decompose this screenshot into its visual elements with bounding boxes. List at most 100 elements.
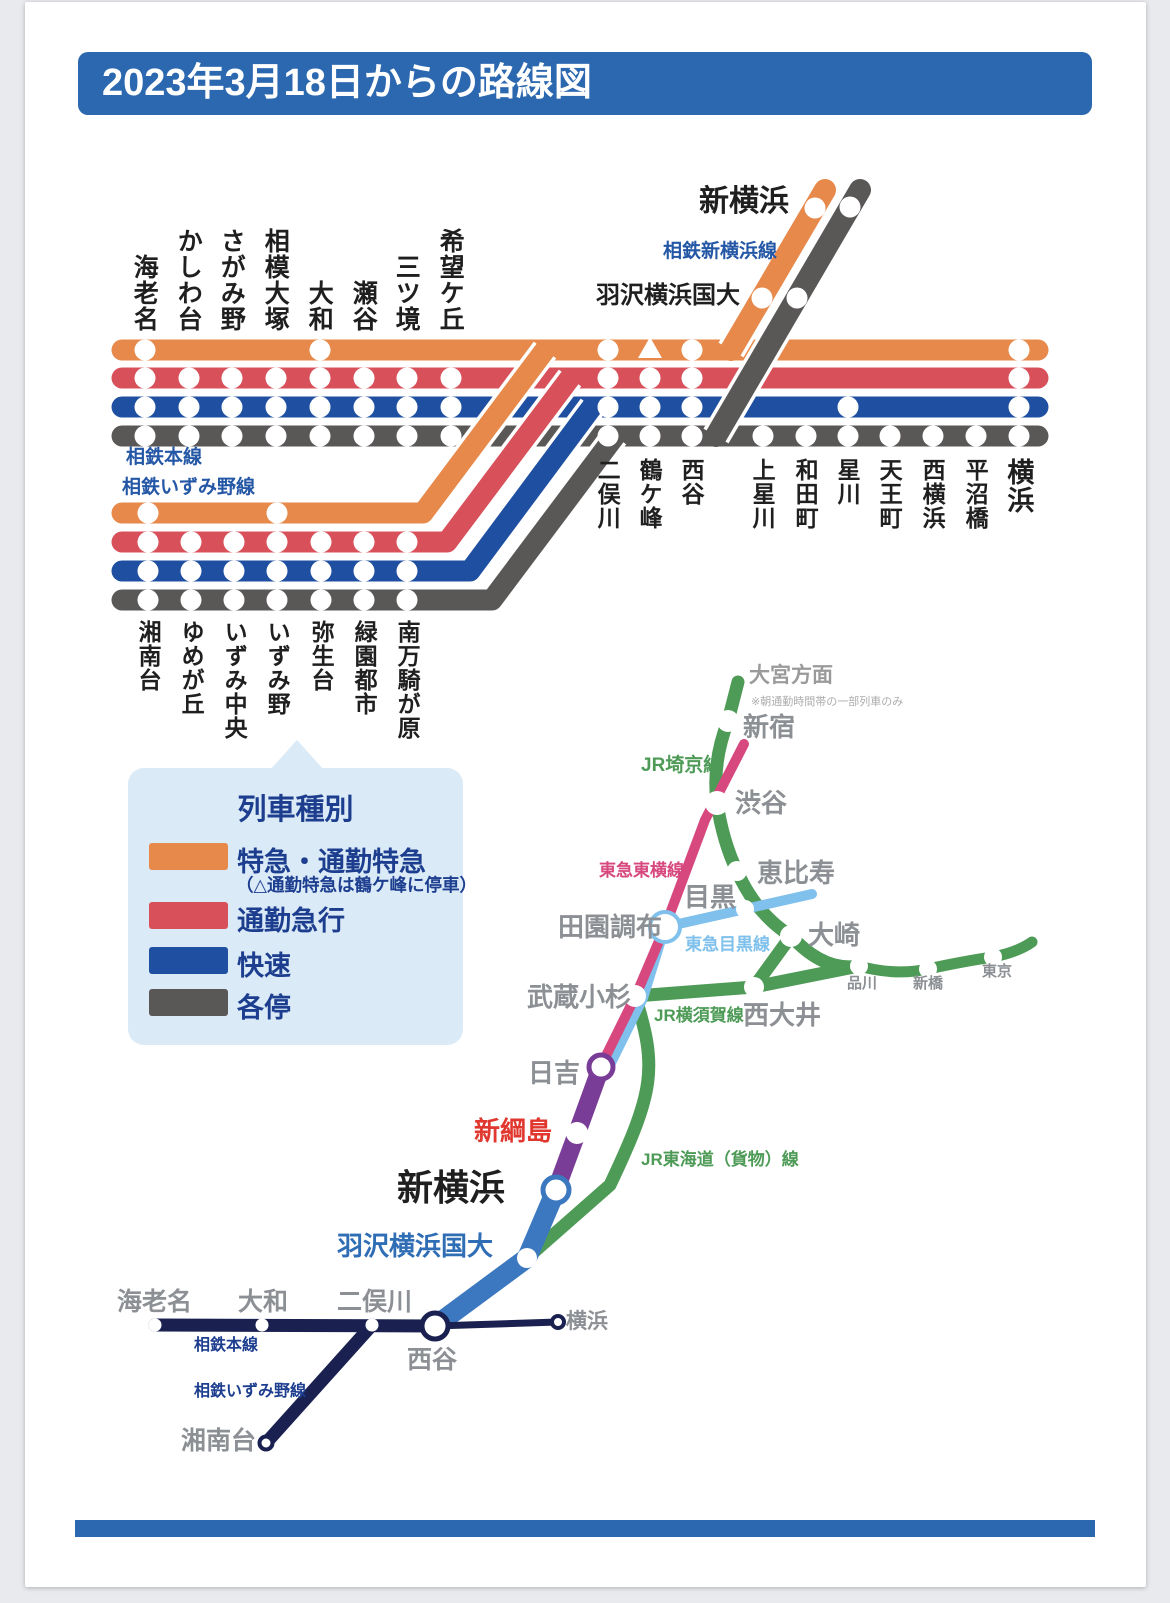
station-dot (396, 531, 418, 553)
station-label: 天王町 (876, 458, 903, 530)
station-dot (353, 425, 375, 447)
station-dot (639, 396, 661, 418)
station-dot (648, 910, 682, 944)
branch-line-ltd (111, 339, 556, 524)
station-dot (309, 425, 331, 447)
station-label: 相模大塚 (261, 228, 290, 332)
jr-yokosuka-line (628, 980, 761, 1003)
station-dot (597, 425, 619, 447)
station-dot (137, 502, 159, 524)
line-name-label: 相鉄本線 (126, 447, 203, 468)
station-dot (624, 985, 646, 1007)
station-label: 弥生台 (308, 620, 335, 692)
station-dot (310, 560, 332, 582)
station-dot (736, 900, 754, 918)
station-dot (837, 396, 859, 418)
station-dot (922, 425, 944, 447)
station-label: 西大井 (743, 1000, 822, 1030)
station-dot (134, 367, 156, 389)
station-label: 三ツ境 (392, 254, 421, 332)
station-dot (134, 425, 156, 447)
station-dot (137, 560, 159, 582)
station-label: 新綱島 (474, 1116, 553, 1146)
station-label: 南万騎が原 (394, 620, 421, 740)
station-label: 星川 (834, 458, 861, 506)
station-label: 大崎 (808, 920, 861, 950)
station-dot (353, 589, 375, 611)
station-label: 鶴ケ峰 (636, 458, 663, 530)
station-dot (879, 425, 901, 447)
station-label: 新宿 (743, 712, 796, 742)
station-dot (540, 1174, 572, 1206)
header: 2023年3月18日からの路線図 (78, 52, 1092, 115)
station-label: 日吉 (528, 1058, 581, 1088)
station-dot (134, 396, 156, 418)
station-dot (309, 339, 331, 361)
station-dot (786, 287, 808, 309)
legend-swatch (149, 843, 228, 870)
station-dot (148, 1318, 162, 1332)
station-label: 上星川 (749, 458, 776, 530)
station-label: 緑園都市 (351, 620, 378, 716)
station-dot (266, 531, 288, 553)
station-label: 和田町 (792, 458, 819, 530)
station-dot (1008, 396, 1030, 418)
station-label: かしわ台 (174, 228, 203, 332)
station-dot (310, 589, 332, 611)
station-dot (178, 367, 200, 389)
station-dot (717, 710, 739, 732)
upper-route-diagram (111, 179, 1049, 614)
direction-note: 大宮方面 (749, 664, 833, 687)
station-label: 大和 (305, 280, 334, 332)
station-label: 渋谷 (735, 788, 788, 818)
station-label: 湘南台 (135, 620, 162, 692)
station-dot (795, 425, 817, 447)
station-label: 武蔵小杉 (527, 982, 632, 1012)
station-dot (396, 396, 418, 418)
station-dot (221, 425, 243, 447)
station-label: 海老名 (117, 1288, 193, 1316)
station-dot (353, 560, 375, 582)
station-dot (744, 977, 764, 997)
station-dot (550, 1314, 566, 1330)
legend-swatch (149, 947, 228, 974)
station-dot (223, 589, 245, 611)
station-dot (752, 425, 774, 447)
station-dot (180, 560, 202, 582)
station-dot (681, 396, 703, 418)
station-dot (586, 1052, 616, 1082)
legend-label: 特急・通勤特急 (237, 847, 426, 877)
station-dot (223, 531, 245, 553)
station-dot (266, 560, 288, 582)
station-dot (837, 425, 859, 447)
station-label: いずみ野 (264, 620, 291, 716)
station-dot (396, 425, 418, 447)
station-dot (681, 367, 703, 389)
jr-tokaido-freight-line (520, 989, 656, 1265)
station-dot (255, 1318, 269, 1332)
line-name-label: 新横浜 (699, 185, 789, 218)
line-name-label: 東急東横線 (599, 861, 684, 880)
station-dot (705, 791, 729, 815)
line-name-label: JR埼京線 (641, 755, 723, 776)
station-dot (180, 531, 202, 553)
line-name-label: 羽沢横浜国大 (596, 282, 740, 309)
legend-label: 快速 (237, 951, 291, 981)
station-dot (440, 425, 462, 447)
station-dot (1008, 425, 1030, 447)
jr-to-tokyo (853, 936, 1038, 978)
station-label: 二俣川 (594, 458, 621, 530)
station-label: 海老名 (130, 254, 159, 332)
station-dot (396, 560, 418, 582)
legend-title: 列車種別 (237, 794, 354, 826)
station-dot (984, 948, 1002, 966)
station-dot (919, 960, 937, 978)
station-dot (639, 367, 661, 389)
sotetsu-main-line-yokohama (431, 1318, 562, 1330)
station-dot (365, 1318, 379, 1332)
station-dot (221, 367, 243, 389)
station-dot (265, 367, 287, 389)
station-label: 西谷 (678, 458, 705, 506)
station-dot (396, 589, 418, 611)
